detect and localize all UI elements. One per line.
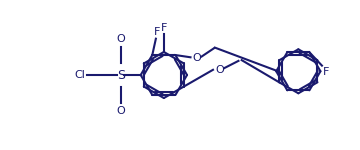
Text: Cl: Cl — [74, 70, 85, 80]
Text: O: O — [117, 34, 125, 44]
Text: F: F — [323, 67, 329, 77]
Text: O: O — [117, 106, 125, 116]
Text: O: O — [215, 65, 224, 75]
Text: F: F — [153, 27, 160, 37]
Text: O: O — [193, 53, 201, 63]
Text: S: S — [117, 69, 125, 81]
Text: F: F — [161, 23, 167, 33]
